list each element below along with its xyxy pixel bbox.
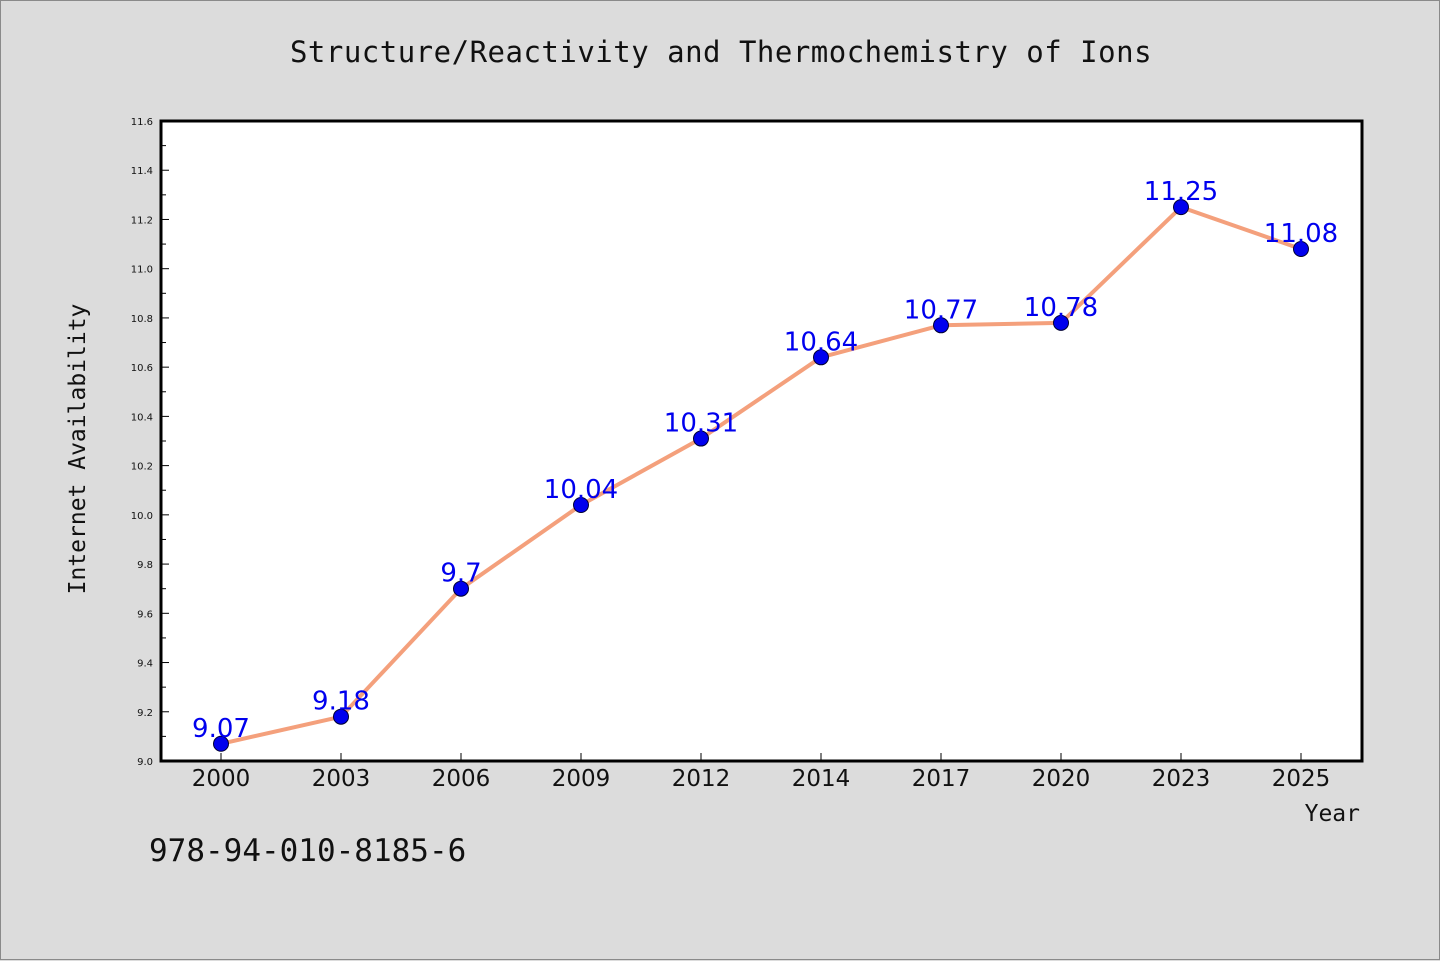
x-axis-label: Year: [1305, 801, 1360, 827]
y-tick-label: 10.6: [131, 363, 153, 374]
data-point: [453, 580, 469, 597]
data-label: 9.18: [312, 687, 370, 717]
data-point: [213, 735, 229, 752]
y-tick-label: 9.4: [137, 659, 153, 670]
data-label: 11.25: [1144, 177, 1218, 207]
y-tick-label: 11.2: [131, 215, 153, 226]
x-tick-label: 2023: [1152, 766, 1211, 792]
x-tick-label: 2020: [1032, 766, 1091, 792]
y-tick-label: 10.4: [131, 412, 153, 423]
y-tick-label: 9.8: [137, 560, 153, 571]
isbn-code: 978-94-010-8185-6: [149, 833, 467, 869]
data-label: 10.64: [784, 327, 858, 357]
data-label: 10.31: [664, 409, 738, 439]
x-tick-label: 2009: [552, 766, 611, 792]
chart-title: Structure/Reactivity and Thermochemistry…: [289, 35, 1153, 69]
x-tick-label: 2006: [432, 766, 491, 792]
x-tick-label: 2017: [912, 766, 971, 792]
y-tick-label: 10.2: [131, 462, 153, 473]
y-tick-label: 11.4: [131, 166, 153, 177]
x-tick-label: 2000: [192, 766, 251, 792]
y-tick-label: 10.8: [131, 314, 153, 325]
data-point: [1173, 199, 1189, 216]
y-tick-label: 10.0: [131, 511, 153, 522]
y-tick-label: 11.0: [131, 265, 153, 276]
x-tick-label: 2012: [672, 766, 731, 792]
data-label: 11.08: [1264, 219, 1338, 249]
data-label: 9.7: [440, 559, 481, 589]
data-point: [1053, 314, 1069, 331]
series-line: [220, 205, 1302, 746]
plot-area: [159, 119, 1364, 763]
data-label: 10.04: [544, 475, 618, 505]
y-tick-label: 11.6: [131, 117, 153, 128]
data-point: [693, 430, 709, 447]
y-tick-label: 9.6: [137, 609, 153, 620]
series-line-group: 9.07 9.18 9.7 10.04 10.31 10.64 10.77 10.78 11.2…: [192, 177, 1338, 752]
y-tick-label: 9.0: [137, 757, 153, 768]
x-axis-ticks: 2000 2003 2006 2009 2012 2014 2017 2020 2023 2025: [192, 753, 1331, 792]
data-point: [333, 708, 349, 725]
x-tick-label: 2014: [792, 766, 851, 792]
x-tick-label: 2003: [312, 766, 371, 792]
y-axis-label: Internet Availability: [65, 304, 91, 595]
data-label: 10.77: [904, 295, 978, 325]
data-point: [573, 497, 589, 513]
data-point: [933, 317, 949, 334]
data-point: [1293, 241, 1309, 257]
y-axis-ticks: 9.0 9.2 9.4 9.6 9.8 10.0 10.2 10.4 10.6 10.8 11.0 1…: [131, 117, 169, 768]
data-label: 9.07: [192, 714, 250, 744]
data-label: 10.78: [1024, 293, 1098, 323]
data-point: [813, 349, 829, 366]
y-tick-label: 9.2: [137, 708, 153, 719]
x-tick-label: 2025: [1272, 766, 1331, 792]
